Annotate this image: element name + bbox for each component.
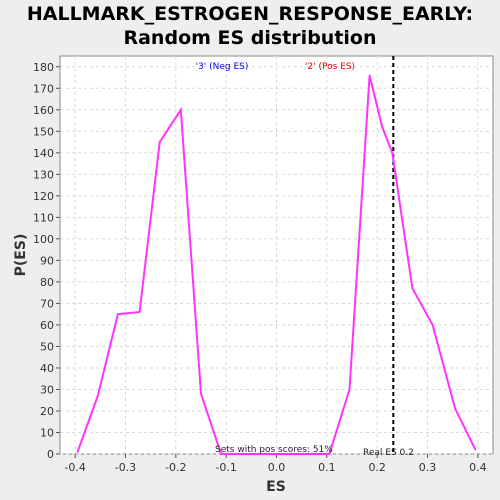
y-tick-label: 120 [33,190,54,203]
y-tick-label: 80 [40,276,54,289]
y-tick-label: 70 [40,297,54,310]
y-tick-label: 90 [40,254,54,267]
y-tick-label: 130 [33,168,54,181]
x-axis-ticks: -0.4 -0.3 -0.2 -0.1 0.0 0.1 0.2 0.3 0.4 [64,454,487,474]
data-point [321,453,323,455]
y-tick-label: 20 [40,405,54,418]
data-point [381,126,384,128]
y-tick-label: 140 [33,147,54,160]
data-point [260,453,263,455]
x-tick-label: -0.4 [64,461,85,474]
data-point [240,453,243,455]
data-point [200,392,202,395]
x-tick-label: 0.3 [419,461,437,474]
x-tick-label: -0.2 [165,461,186,474]
chart-title-line1: HALLMARK_ESTROGEN_RESPONSE_EARLY: [26,3,474,25]
x-tick-label: 0.0 [268,461,286,474]
data-point [180,108,182,111]
data-point [391,152,394,154]
data-point [454,408,457,410]
data-point [220,453,222,455]
y-tick-label: 0 [47,448,54,461]
x-tick-label: 0.2 [368,461,386,474]
data-point [474,448,477,451]
x-tick-label: -0.1 [215,461,236,474]
data-point [300,453,303,455]
x-tick-label: 0.4 [469,461,487,474]
grid [60,56,493,455]
x-tick-label: -0.3 [115,461,136,474]
y-axis-ticks: 0 10 20 30 40 50 60 70 80 90 100 110 120 130 140 150 160… [33,61,60,461]
data-point [328,453,331,455]
y-tick-label: 180 [33,61,54,74]
y-tick-label: 100 [33,233,54,246]
y-tick-label: 160 [33,104,54,117]
data-point [76,451,79,453]
y-tick-label: 40 [40,362,54,375]
data-point [117,313,119,315]
y-tick-label: 50 [40,340,54,353]
y-tick-label: 110 [33,211,54,224]
data-point [348,388,351,391]
data-point [411,287,414,290]
data-point [158,141,161,143]
x-tick-label: 0.1 [318,461,336,474]
y-tick-label: 170 [33,82,54,95]
sets-with-pos-scores: Sets with pos scores: 51% [215,445,333,455]
series-points [76,74,477,455]
data-point [280,453,283,455]
series-line [76,75,477,455]
y-tick-label: 150 [33,125,54,138]
y-tick-label: 10 [40,426,54,439]
y-tick-label: 60 [40,319,54,332]
real-es-text: Real ES 0.2 [363,448,414,458]
y-axis-label: P(ES) [13,234,29,277]
data-point [138,311,141,313]
data-point [368,74,371,77]
pos-es-label: '2' (Pos ES) [305,62,355,72]
chart-title-line2: Random ES distribution [123,27,377,49]
neg-es-label: '3' (Neg ES) [196,62,249,72]
y-tick-label: 30 [40,383,54,396]
x-axis-label: ES [266,479,286,495]
data-point [431,324,434,326]
data-point [96,395,99,397]
